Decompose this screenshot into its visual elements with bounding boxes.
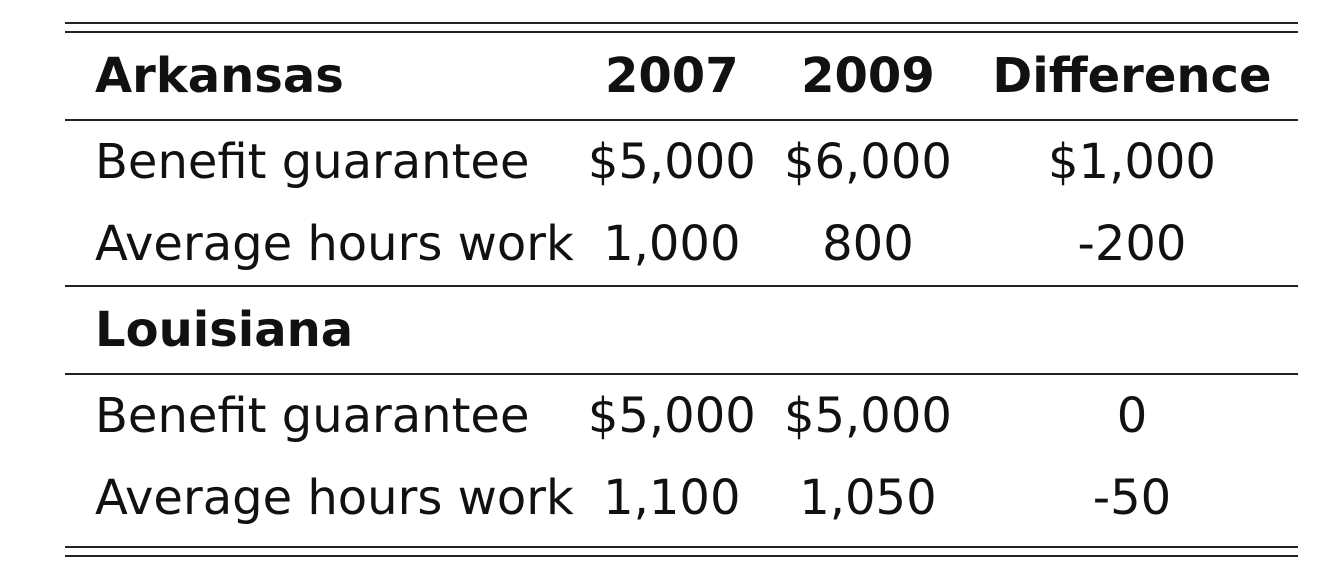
cell-difference: 0	[1116, 388, 1148, 444]
cell-2007: $5,000	[587, 134, 756, 190]
bottom-rule-outer	[65, 555, 1298, 557]
header-2009: 2009	[769, 33, 966, 121]
cell-2009: $5,000	[783, 388, 952, 444]
cell-2007: 1,100	[603, 470, 741, 526]
cell-2009: 1,050	[799, 470, 937, 526]
row-label: Average hours work	[65, 203, 574, 287]
section-label-louisiana: Louisiana	[65, 286, 574, 375]
bottom-rule-inner	[65, 546, 1298, 548]
cell-difference: -50	[1092, 470, 1172, 526]
benefit-hours-table: Arkansas 2007 2009 Difference Benefit gu…	[65, 33, 1298, 539]
data-table-container: Arkansas 2007 2009 Difference Benefit gu…	[65, 22, 1298, 557]
header-region-arkansas: Arkansas	[65, 33, 574, 121]
header-row: Arkansas 2007 2009 Difference	[65, 33, 1298, 121]
cell-2009: $6,000	[783, 134, 952, 190]
row-label: Benefit guarantee	[95, 388, 530, 444]
table-row: Average hours work 1,000 800 -200	[65, 203, 1298, 287]
table-row: Benefit guarantee $5,000 $5,000 0	[65, 374, 1298, 457]
table-row: Benefit guarantee $5,000 $6,000 $1,000	[65, 120, 1298, 203]
cell-2009: 800	[769, 203, 966, 287]
cell-2007: 1,000	[573, 203, 770, 287]
row-label: Benefit guarantee	[95, 134, 530, 190]
cell-2007: $5,000	[587, 388, 756, 444]
cell-difference: -200	[965, 203, 1298, 287]
row-label: Average hours work	[95, 470, 574, 526]
header-2007: 2007	[573, 33, 770, 121]
cell-difference: $1,000	[1048, 134, 1216, 190]
top-rule-inner	[65, 31, 1298, 33]
top-rule-outer	[65, 22, 1298, 24]
section-row-louisiana: Louisiana	[65, 286, 1298, 375]
table-row: Average hours work 1,100 1,050 -50	[65, 457, 1298, 539]
header-difference: Difference	[965, 33, 1298, 121]
